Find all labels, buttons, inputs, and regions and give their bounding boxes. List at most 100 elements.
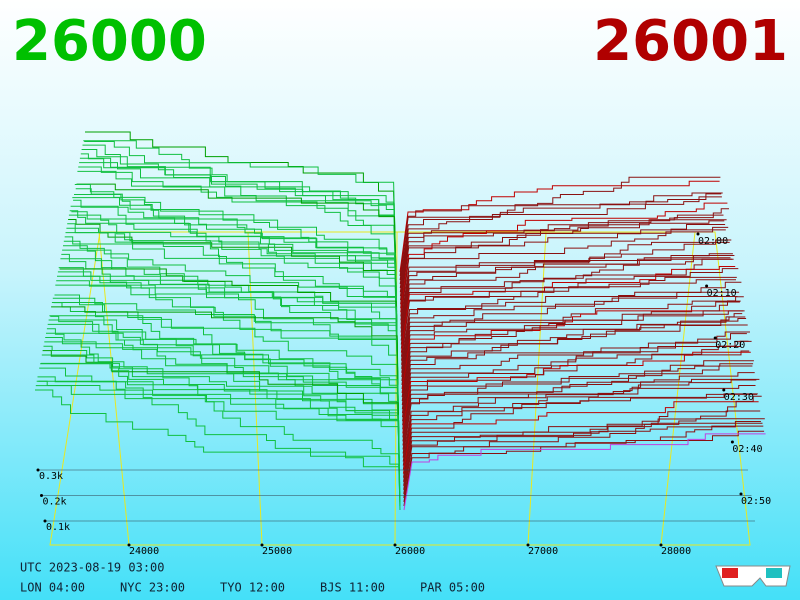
ask-layer	[403, 422, 763, 494]
ask-layer	[403, 430, 765, 502]
ask-layer	[403, 410, 761, 482]
ask-layer	[403, 433, 766, 511]
ask-layer	[402, 365, 753, 442]
volume-tick-mark	[43, 519, 47, 523]
time-tick-label: 02:40	[732, 444, 762, 455]
time-tick-label: 02:30	[724, 392, 754, 403]
bid-layer	[74, 194, 398, 325]
price-tick-label: 24000	[129, 546, 159, 557]
ask-layer	[400, 239, 732, 333]
bid-layer	[49, 315, 400, 442]
bid-layer	[76, 183, 398, 313]
bid-layer	[52, 297, 400, 426]
price-grid-line	[527, 231, 547, 546]
utc-clock: UTC 2023-08-19 03:00	[20, 561, 165, 575]
time-tick-label: 02:20	[715, 340, 745, 351]
ask-layer	[400, 257, 731, 329]
price-tick-label: 26000	[395, 546, 425, 557]
glasses-icon	[715, 565, 791, 587]
time-tick-mark	[696, 232, 700, 236]
bid-layer	[68, 219, 398, 353]
bid-layer	[50, 315, 400, 438]
city-clock: BJS 11:00	[320, 581, 385, 595]
volume-tick-mark	[40, 494, 43, 497]
ask-layer	[401, 268, 739, 369]
bid-layer	[84, 141, 397, 277]
bid-layer	[57, 275, 399, 406]
price-grid-line	[98, 231, 130, 546]
volume-tick-mark	[36, 468, 40, 472]
ask-layer	[403, 421, 761, 486]
bid-layer	[59, 268, 399, 394]
ask-layer	[400, 202, 728, 313]
bid-layer	[48, 319, 400, 446]
bid-layer	[69, 210, 398, 345]
time-tick-mark	[730, 440, 734, 444]
ask-layer	[401, 281, 742, 385]
price-grid-line	[247, 231, 263, 546]
ask-layer	[400, 279, 736, 357]
bid-layer	[43, 345, 400, 470]
ask-layer	[400, 258, 734, 345]
bid-layer	[44, 341, 400, 466]
bid-layer	[58, 267, 399, 398]
bid-layer	[73, 199, 398, 329]
city-clock: LON 04:00	[20, 581, 85, 595]
ask-layer	[401, 313, 743, 390]
ask-layer	[402, 385, 756, 458]
bid-layer	[53, 302, 400, 422]
bid-layer	[55, 284, 399, 414]
bid-layer	[79, 162, 397, 301]
bid-layer	[72, 197, 398, 333]
bid-layer	[36, 380, 401, 502]
price-tick-label: 25000	[262, 546, 292, 557]
time-tick-label: 02:50	[741, 496, 771, 507]
ask-layer	[400, 229, 726, 305]
depth-layers	[35, 131, 766, 511]
bid-layer	[65, 232, 399, 365]
ask-layer	[401, 291, 740, 373]
price-tick-mark	[260, 543, 264, 547]
price-tick-mark	[127, 543, 131, 547]
bid-layer	[67, 223, 398, 357]
bid-layer	[35, 389, 401, 511]
bid-layer	[51, 306, 400, 434]
price-tick-label: 28000	[661, 546, 691, 557]
price-tick-mark	[526, 543, 530, 547]
bid-layer	[78, 166, 398, 305]
ask-layer	[400, 266, 736, 353]
bid-layer	[77, 170, 398, 309]
ask-layer	[401, 333, 747, 414]
city-clock: PAR 05:00	[420, 581, 485, 595]
ask-layer	[399, 193, 722, 281]
time-tick-mark	[739, 492, 743, 496]
ask-layer	[402, 372, 755, 454]
ask-layer	[401, 296, 744, 398]
bid-layer	[62, 249, 399, 381]
ask-layer	[401, 318, 747, 410]
city-clock: TYO 12:00	[220, 581, 285, 595]
ask-layer	[401, 324, 748, 418]
ask-layer	[401, 310, 743, 394]
ask-layer	[402, 331, 750, 430]
bid-price: 26000	[12, 9, 207, 74]
time-tick-mark	[713, 336, 717, 340]
price-tick-label: 27000	[528, 546, 558, 557]
ask-layer	[403, 395, 762, 490]
ask-price: 26001	[593, 9, 788, 74]
ask-layer	[402, 401, 759, 474]
ask-layer	[402, 378, 760, 478]
ask-layer	[399, 220, 725, 297]
ask-layer	[403, 418, 765, 507]
time-tick-mark	[705, 284, 709, 288]
ask-layer	[402, 379, 757, 462]
ask-layer	[402, 360, 754, 450]
bid-layer	[64, 236, 399, 369]
volume-tick-label: 0.2k	[43, 497, 67, 508]
ask-layer	[399, 192, 723, 289]
ask-layer	[401, 296, 738, 365]
ask-layer	[399, 196, 722, 285]
bid-layer	[38, 380, 401, 494]
time-tick-label: 02:00	[698, 236, 728, 247]
ask-layer	[401, 300, 741, 381]
